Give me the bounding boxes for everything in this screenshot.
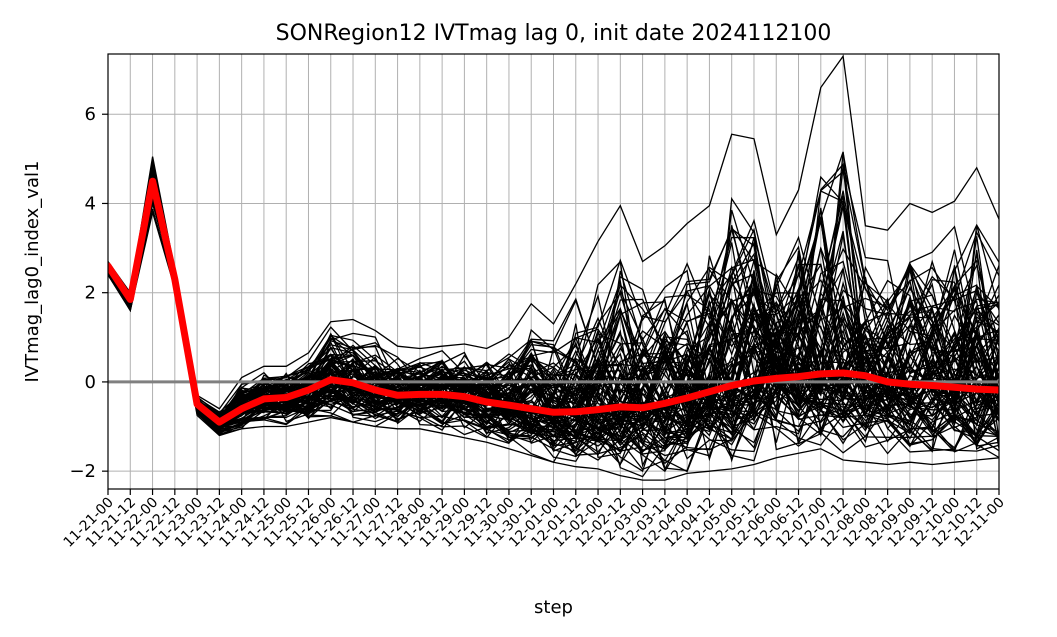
y-axis: −2 0 2 4 6: [69, 104, 108, 482]
ensemble-member-line: [108, 180, 999, 439]
y-tick-label: 6: [85, 104, 96, 125]
ensemble-member-line: [108, 184, 999, 433]
y-tick-label: 0: [85, 372, 96, 393]
ensemble-member-line: [108, 179, 999, 473]
chart-title: SONRegion12 IVTmag lag 0, init date 2024…: [276, 21, 832, 46]
ensemble-min-line: [108, 209, 999, 481]
ensemble-mean-line: [108, 177, 999, 426]
y-tick-label: −2: [69, 461, 96, 482]
x-axis-label: step: [534, 597, 573, 618]
y-tick-label: 4: [85, 193, 96, 214]
ensemble-member-line: [108, 186, 999, 466]
x-axis: 11-21-0011-21-1211-22-0011-22-1211-23-00…: [61, 489, 1008, 551]
ensemble-member-line: [108, 175, 999, 449]
y-tick-label: 2: [85, 283, 96, 304]
ensemble-mean-group: [108, 177, 999, 426]
y-axis-label: IVTmag_lag0_index_val1: [22, 161, 43, 383]
ensemble-member-line: [108, 176, 999, 444]
ensemble-member-line: [108, 201, 999, 466]
ensemble-max-line: [108, 54, 999, 410]
